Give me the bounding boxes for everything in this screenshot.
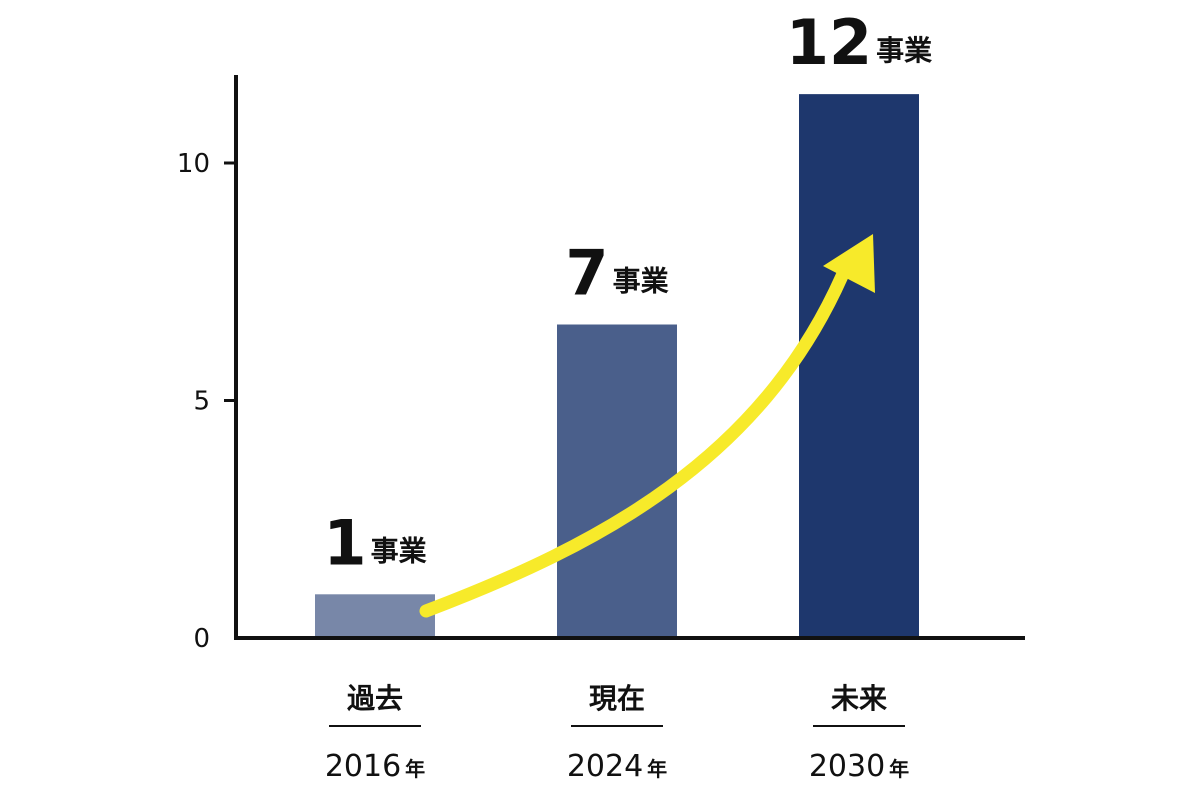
data-label-value: 1	[323, 506, 366, 579]
axes	[234, 75, 1025, 640]
bar	[315, 594, 435, 638]
year-label: 2024 年	[567, 749, 667, 784]
year-label: 2030 年	[809, 749, 909, 784]
growth-arrow	[419, 234, 875, 618]
growth-arrow-head	[823, 234, 875, 293]
data-label: 12 事業	[786, 6, 932, 79]
data-label: 1 事業	[323, 506, 426, 579]
data-label: 7 事業	[565, 237, 668, 310]
year-value: 2024	[567, 749, 643, 784]
bar	[557, 324, 677, 638]
y-tick-label: 10	[177, 149, 210, 179]
category-label: 現在	[589, 682, 645, 715]
data-label-unit: 事業	[613, 265, 669, 298]
bar	[799, 94, 919, 638]
data-label-unit: 事業	[371, 534, 427, 567]
category-label: 過去	[347, 682, 403, 715]
year-label: 2016 年	[325, 749, 425, 784]
year-value: 2016	[325, 749, 401, 784]
data-label-value: 7	[565, 237, 608, 310]
year-unit: 年	[889, 757, 909, 781]
data-label-unit: 事業	[876, 34, 932, 67]
category-label: 未来	[831, 682, 887, 715]
year-value: 2030	[809, 749, 885, 784]
year-unit: 年	[647, 757, 667, 781]
data-label-value: 12	[786, 6, 872, 79]
bars-layer	[315, 94, 919, 638]
year-unit: 年	[405, 757, 425, 781]
y-tick-label: 5	[193, 387, 210, 417]
y-tick-label: 0	[193, 624, 210, 654]
growth-arrow-line	[419, 269, 849, 618]
y-ticks: 0 5 10	[177, 149, 236, 654]
